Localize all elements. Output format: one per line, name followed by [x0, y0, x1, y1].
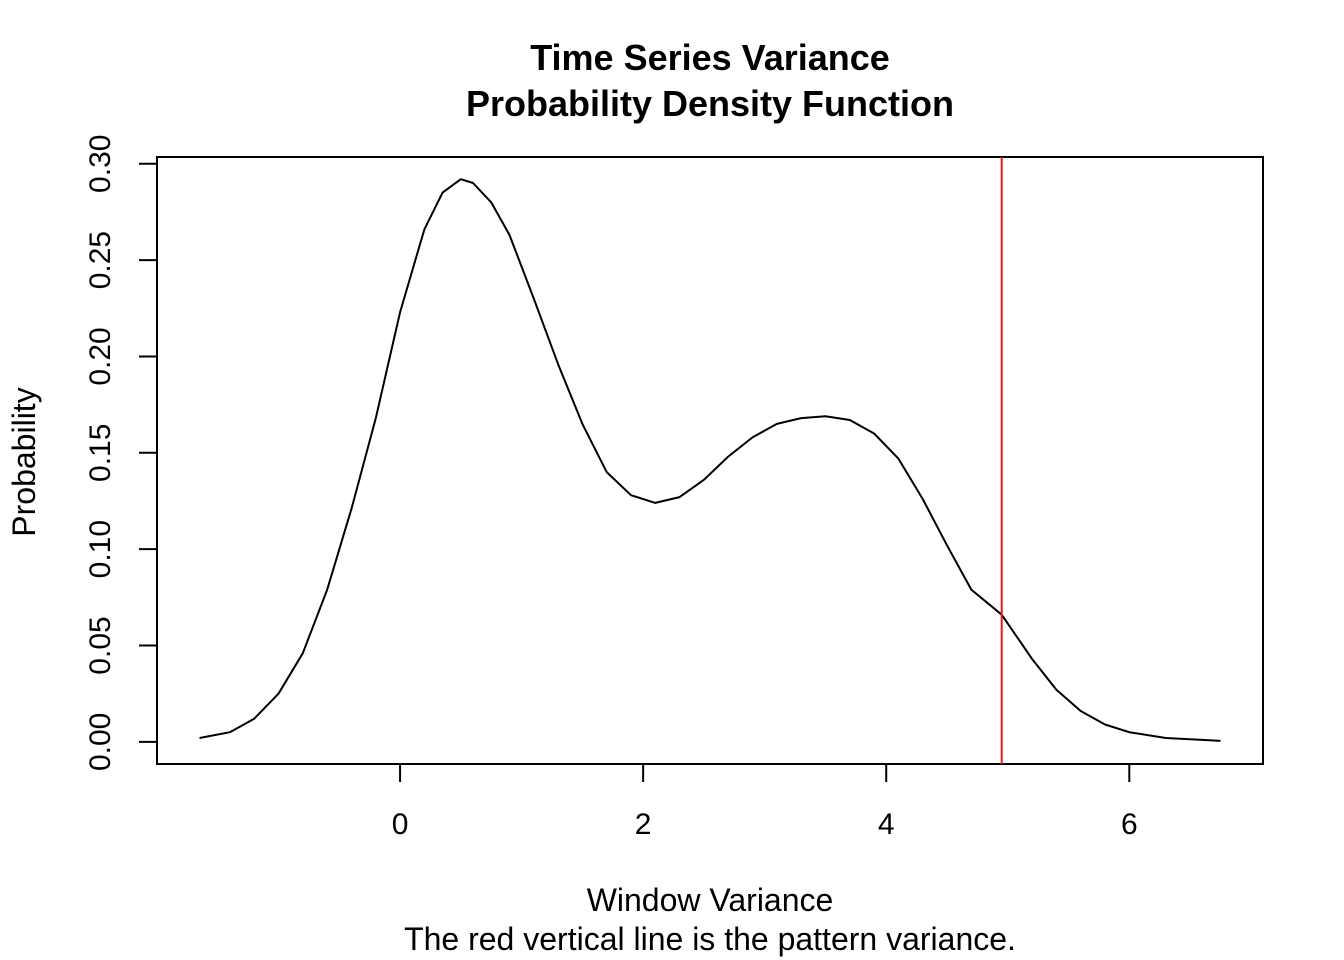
- chart-subtitle: Probability Density Function: [465, 83, 955, 124]
- y-tick-label: 0.15: [84, 424, 117, 482]
- x-tick-label: 6: [1121, 808, 1138, 841]
- x-tick-label: 4: [878, 808, 895, 841]
- y-tick-label: 0.05: [84, 616, 117, 674]
- x-tick-label: 2: [635, 808, 652, 841]
- x-axis-label: Window Variance: [586, 882, 834, 918]
- x-tick-label: 0: [392, 808, 409, 841]
- chart-title: Time Series Variance: [530, 37, 890, 78]
- chart-caption: The red vertical line is the pattern var…: [404, 921, 1016, 957]
- y-tick-label: 0.30: [84, 135, 117, 193]
- y-tick-label: 0.20: [84, 327, 117, 385]
- y-tick-label: 0.00: [84, 713, 117, 771]
- density-curve: [199, 178, 1221, 742]
- y-tick-label: 0.25: [84, 231, 117, 289]
- plot-frame: [156, 156, 1264, 765]
- y-tick-label: 0.10: [84, 520, 117, 578]
